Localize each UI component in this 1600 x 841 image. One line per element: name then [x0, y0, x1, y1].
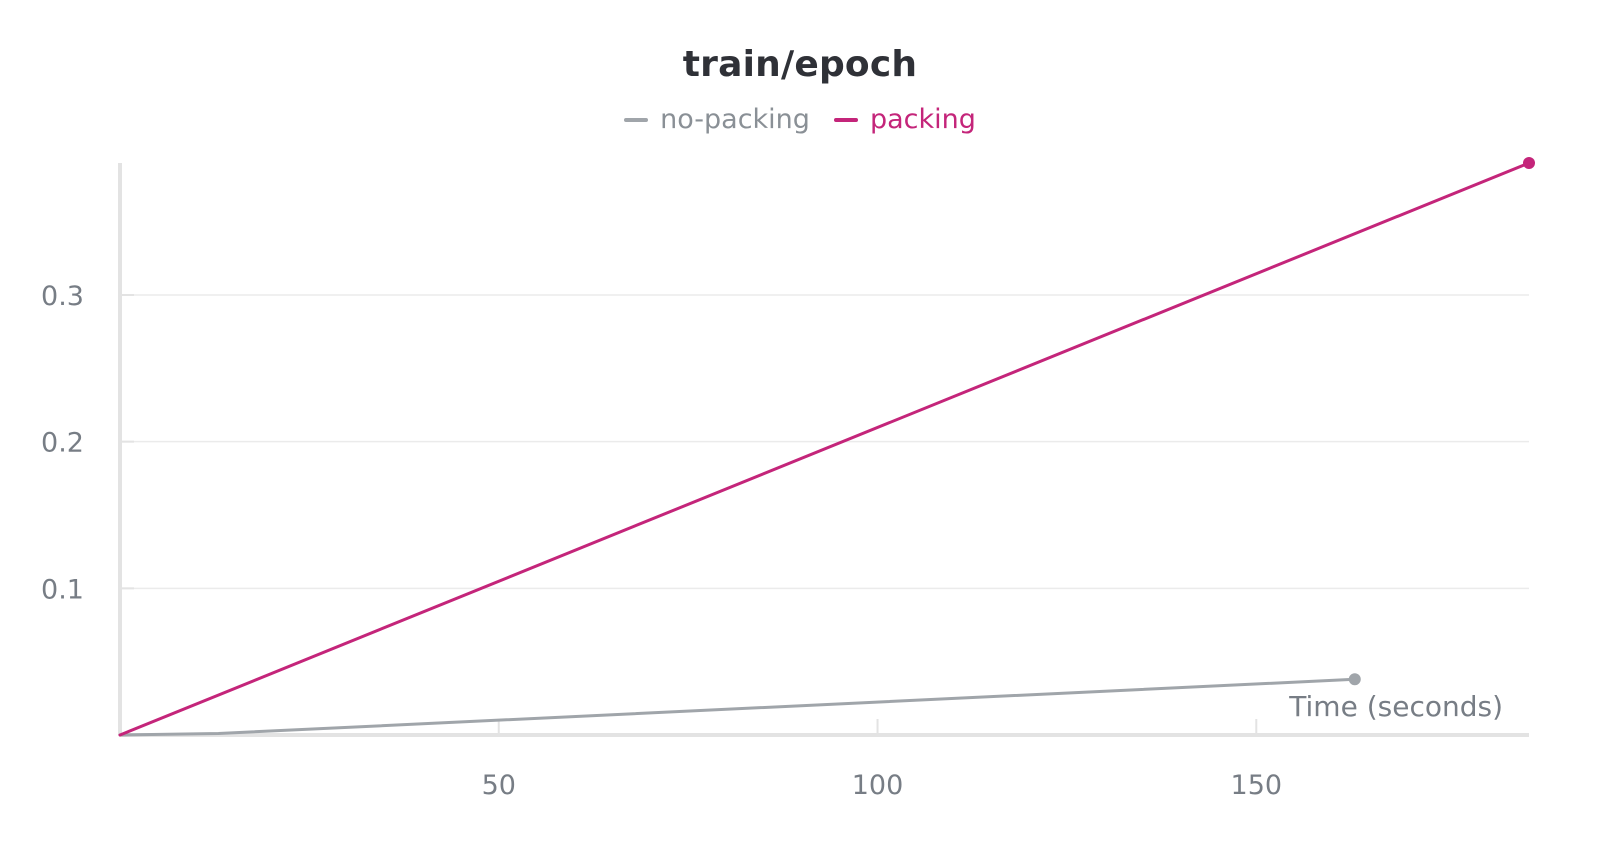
series-end-point-no-packing[interactable]: [1348, 673, 1361, 686]
legend-swatch-packing: [833, 117, 858, 122]
y-tick-label-0: 0.1: [41, 574, 84, 605]
x-axis-ticks: 50 100 150: [482, 719, 1282, 801]
x-tick-label-0: 50: [482, 770, 516, 801]
legend-item-packing[interactable]: packing: [833, 104, 976, 135]
series-layer: [118, 157, 1535, 737]
y-axis-ticks: 0.1 0.2 0.3: [41, 281, 134, 605]
legend-label-no-packing: no-packing: [660, 104, 810, 135]
legend-swatch-no-packing: [624, 117, 649, 122]
y-tick-label-1: 0.2: [41, 428, 84, 459]
chart-title: train/epoch: [682, 44, 918, 85]
y-tick-label-2: 0.3: [41, 281, 84, 312]
series-line-packing[interactable]: [118, 161, 1531, 737]
legend-label-packing: packing: [869, 104, 976, 135]
grid-lines: [120, 294, 1529, 590]
legend-item-no-packing[interactable]: no-packing: [624, 104, 810, 135]
x-axis-title: Time (seconds): [1288, 690, 1503, 723]
series-line-no-packing[interactable]: [118, 677, 1357, 737]
x-tick-label-1: 100: [852, 770, 904, 801]
axes: [118, 163, 1529, 737]
x-tick-label-2: 150: [1231, 770, 1283, 801]
series-end-point-packing[interactable]: [1523, 157, 1535, 169]
chart-legend: no-packing packing: [0, 104, 1600, 135]
